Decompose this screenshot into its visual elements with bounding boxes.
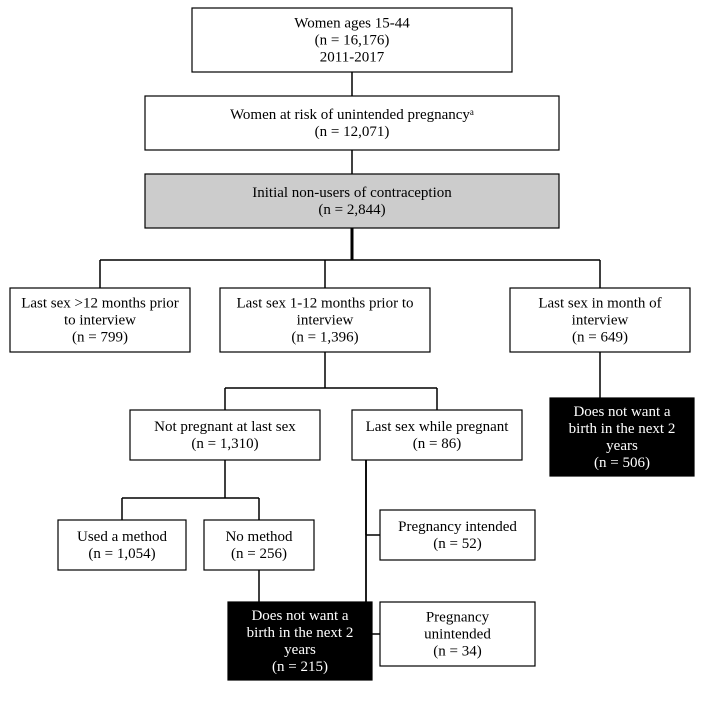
node-preg-line-0: Last sex while pregnant [366,419,510,435]
node-nonusers-line-1: (n = 2,844) [318,202,385,218]
node-intended-line-1: (n = 52) [433,536,481,552]
node-gt12-line-2: (n = 799) [72,330,128,346]
node-no_birth_right-line-3: (n = 506) [594,455,650,471]
node-at_risk-line-0: Women at risk of unintended pregnancyᵃ [230,107,474,123]
node-root-line-2: 2011-2017 [320,50,385,66]
node-no_method [204,520,314,570]
node-gt12-line-0: Last sex >12 months prior [21,296,179,312]
node-no_method-line-0: No method [225,529,293,545]
node-intended [380,510,535,560]
node-no_birth_right-line-2: years [606,438,638,454]
node-no_birth_mid-line-2: years [284,642,316,658]
node-used-line-0: Used a method [77,529,167,545]
node-not_preg-line-0: Not pregnant at last sex [154,419,296,435]
node-used [58,520,186,570]
node-not_preg [130,410,320,460]
node-m1_12-line-2: (n = 1,396) [291,330,358,346]
node-at_risk [145,96,559,150]
node-root-line-1: (n = 16,176) [315,33,390,49]
node-unintended-line-1: unintended [424,627,491,643]
node-not_preg-line-1: (n = 1,310) [191,436,258,452]
node-month_of-line-2: (n = 649) [572,330,628,346]
node-no_method-line-1: (n = 256) [231,546,287,562]
node-month_of-line-1: interview [572,313,629,329]
node-no_birth_right-line-1: birth in the next 2 [569,421,676,437]
node-preg [352,410,522,460]
node-no_birth_mid-line-1: birth in the next 2 [247,625,354,641]
node-unintended-line-2: (n = 34) [433,644,481,660]
node-no_birth_mid-line-3: (n = 215) [272,659,328,675]
node-m1_12-line-0: Last sex 1-12 months prior to [236,296,413,312]
node-nonusers [145,174,559,228]
node-m1_12-line-1: interview [297,313,354,329]
node-unintended-line-0: Pregnancy [426,610,490,626]
node-preg-line-1: (n = 86) [413,436,461,452]
node-gt12-line-1: to interview [64,313,136,329]
node-no_birth_mid-line-0: Does not want a [251,608,348,624]
node-no_birth_right-line-0: Does not want a [573,404,670,420]
node-month_of-line-0: Last sex in month of [538,296,661,312]
node-used-line-1: (n = 1,054) [88,546,155,562]
node-intended-line-0: Pregnancy intended [398,519,517,535]
node-nonusers-line-0: Initial non-users of contraception [252,185,452,201]
node-root-line-0: Women ages 15-44 [294,16,410,32]
node-at_risk-line-1: (n = 12,071) [315,124,390,140]
